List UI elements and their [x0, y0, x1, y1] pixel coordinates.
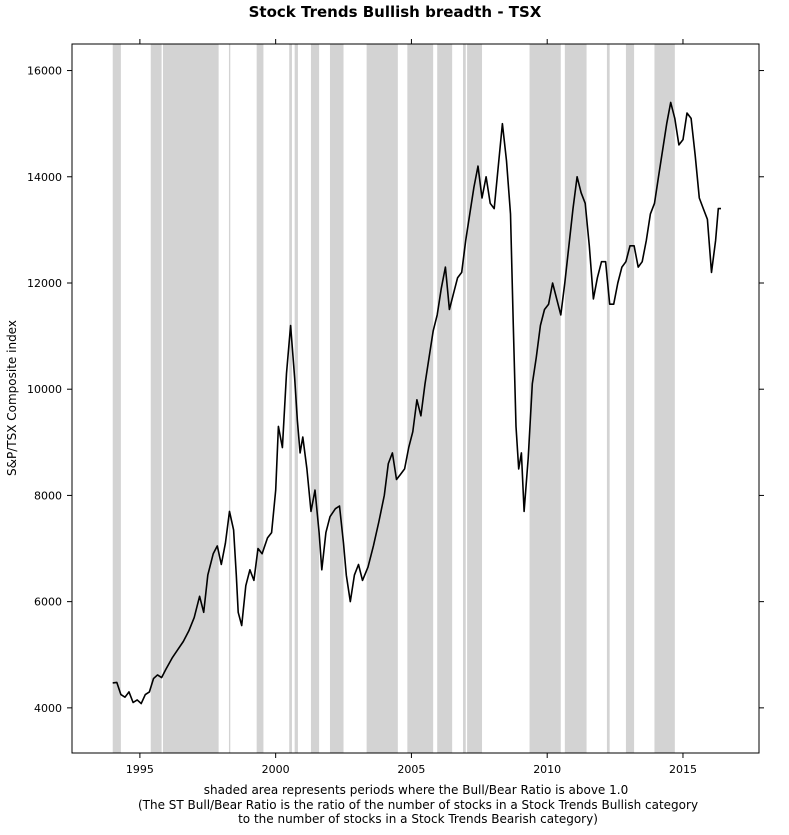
series-line-0 [112, 101, 721, 705]
shaded-period-2 [162, 44, 219, 753]
shaded-period-17 [625, 44, 635, 753]
shaded-period-9 [366, 44, 398, 753]
shaded-period-8 [329, 44, 344, 753]
shaded-period-3 [228, 44, 231, 753]
shaded-period-14 [529, 44, 561, 753]
x-axis-caption-line-2: (The ST Bull/Bear Ratio is the ratio of … [138, 798, 698, 812]
y-tick-label-4000: 4000 [34, 702, 62, 715]
y-axis: 4000 6000 8000 10000 12000 14000 16000 [27, 65, 764, 715]
shaded-period-16 [606, 44, 610, 753]
shaded-period-15 [564, 44, 587, 753]
plot-frame [71, 43, 760, 754]
y-tick-label-14000: 14000 [27, 171, 62, 184]
shaded-period-10 [407, 44, 434, 753]
x-tick-label-2010: 2010 [533, 763, 561, 776]
x-tick-label-1995: 1995 [126, 763, 154, 776]
shaded-period-18 [654, 44, 675, 753]
x-axis: 1995 2000 2005 2010 2015 [126, 39, 697, 776]
shaded-period-0 [112, 44, 121, 753]
y-tick-label-10000: 10000 [27, 383, 62, 396]
chart-title: Stock Trends Bullish breadth - TSX [249, 3, 542, 21]
x-tick-label-2005: 2005 [397, 763, 425, 776]
shaded-period-13 [467, 44, 483, 753]
shaded-period-1 [150, 44, 162, 753]
y-tick-label-12000: 12000 [27, 277, 62, 290]
y-axis-label: S&P/TSX Composite index [5, 320, 19, 476]
x-axis-caption-line-1: shaded area represents periods where the… [204, 783, 628, 797]
shaded-period-5 [289, 44, 292, 753]
x-tick-label-2000: 2000 [262, 763, 290, 776]
x-axis-caption-line-3: to the number of stocks in a Stock Trend… [238, 812, 598, 826]
bullish-shading-layer [112, 44, 675, 753]
y-tick-label-8000: 8000 [34, 489, 62, 502]
shaded-period-11 [437, 44, 453, 753]
series-layer [112, 101, 721, 705]
shaded-period-7 [310, 44, 320, 753]
x-tick-label-2015: 2015 [669, 763, 697, 776]
shaded-period-12 [463, 44, 466, 753]
shaded-period-4 [256, 44, 264, 753]
y-tick-label-16000: 16000 [27, 65, 62, 78]
y-tick-label-6000: 6000 [34, 596, 62, 609]
